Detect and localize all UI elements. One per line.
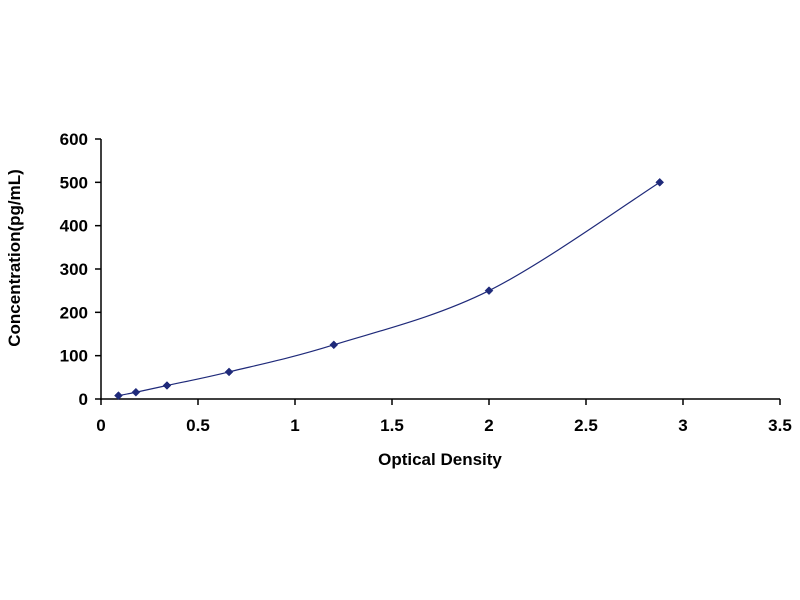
- data-point: [114, 391, 123, 400]
- x-tick-label: 0: [96, 416, 105, 435]
- y-tick-label: 600: [60, 130, 88, 149]
- trend-curve: [118, 181, 661, 397]
- data-point: [224, 367, 234, 377]
- y-tick-label: 200: [60, 303, 88, 322]
- y-tick-label: 300: [60, 260, 88, 279]
- data-point: [162, 381, 172, 390]
- y-tick-label: 0: [79, 390, 88, 409]
- data-point: [655, 177, 665, 187]
- data-point: [329, 340, 339, 350]
- data-point: [131, 387, 141, 397]
- x-tick-label: 3: [678, 416, 687, 435]
- x-tick-label: 3.5: [768, 416, 792, 435]
- x-tick-label: 1: [290, 416, 299, 435]
- y-tick-label: 100: [60, 347, 88, 366]
- data-point: [484, 286, 494, 296]
- x-tick-label: 2.5: [574, 416, 598, 435]
- x-tick-label: 1.5: [380, 416, 404, 435]
- x-tick-label: 2: [484, 416, 493, 435]
- y-tick-label: 400: [60, 217, 88, 236]
- x-axis-title: Optical Density: [378, 450, 502, 469]
- y-axis-title: Concentration(pg/mL): [5, 169, 24, 347]
- x-tick-label: 0.5: [186, 416, 210, 435]
- plot-area: 0 100 200 300 400 500 600 0 0.5 1 1.5 2 2.5 3 3.5: [60, 130, 792, 435]
- y-tick-label: 500: [60, 173, 88, 192]
